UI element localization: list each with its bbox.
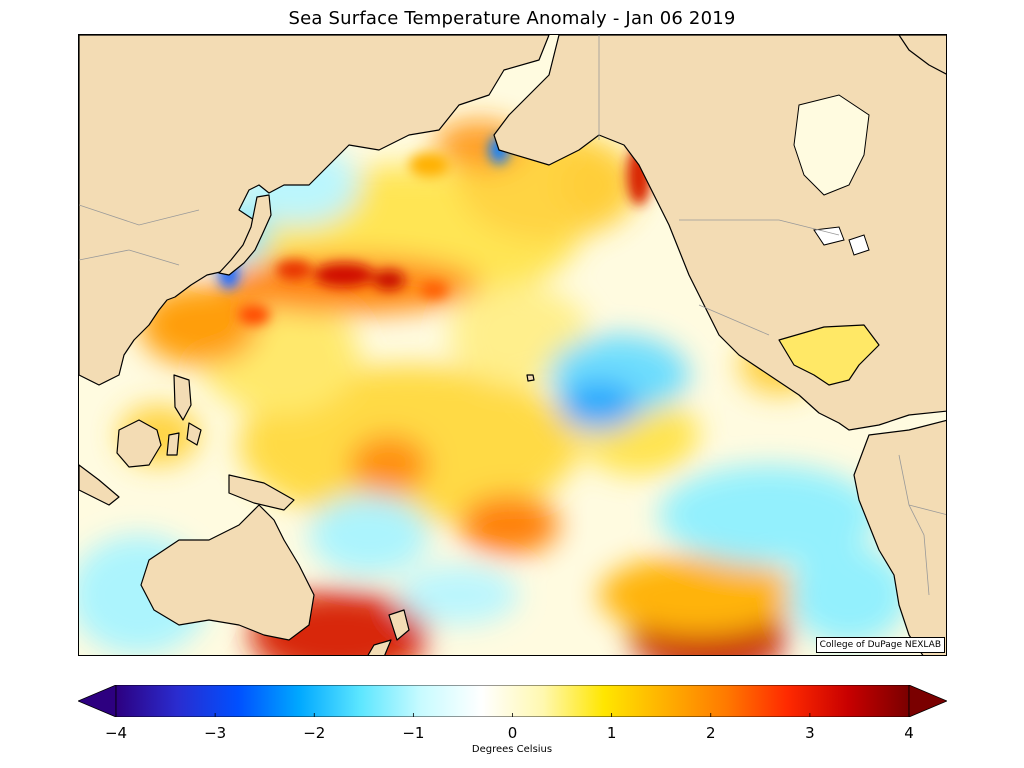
colorbar-tick-label: 4 (904, 724, 914, 742)
colorbar-tick-label: 1 (607, 724, 617, 742)
map-canvas: College of DuPage NEXLAB (79, 35, 947, 656)
colorbar-tick-label: −4 (105, 724, 127, 742)
colorbar-tick-label: −3 (204, 724, 226, 742)
colorbar (78, 685, 947, 717)
colorbar-tick-label: 0 (508, 724, 518, 742)
colorbar-tick-label: −1 (402, 724, 424, 742)
colorbar-gradient (116, 685, 909, 717)
colorbar-tick-label: 3 (805, 724, 815, 742)
colorbar-high-extend (909, 685, 947, 717)
colorbar-tick-label: 2 (706, 724, 716, 742)
colorbar-label: Degrees Celsius (0, 744, 1024, 755)
credit-label: College of DuPage NEXLAB (816, 637, 945, 653)
colorbar-low-extend (78, 685, 116, 717)
colorbar-tick-label: −2 (303, 724, 325, 742)
map-title: Sea Surface Temperature Anomaly - Jan 06… (0, 8, 1024, 29)
sst-anomaly-map: College of DuPage NEXLAB (78, 34, 947, 656)
